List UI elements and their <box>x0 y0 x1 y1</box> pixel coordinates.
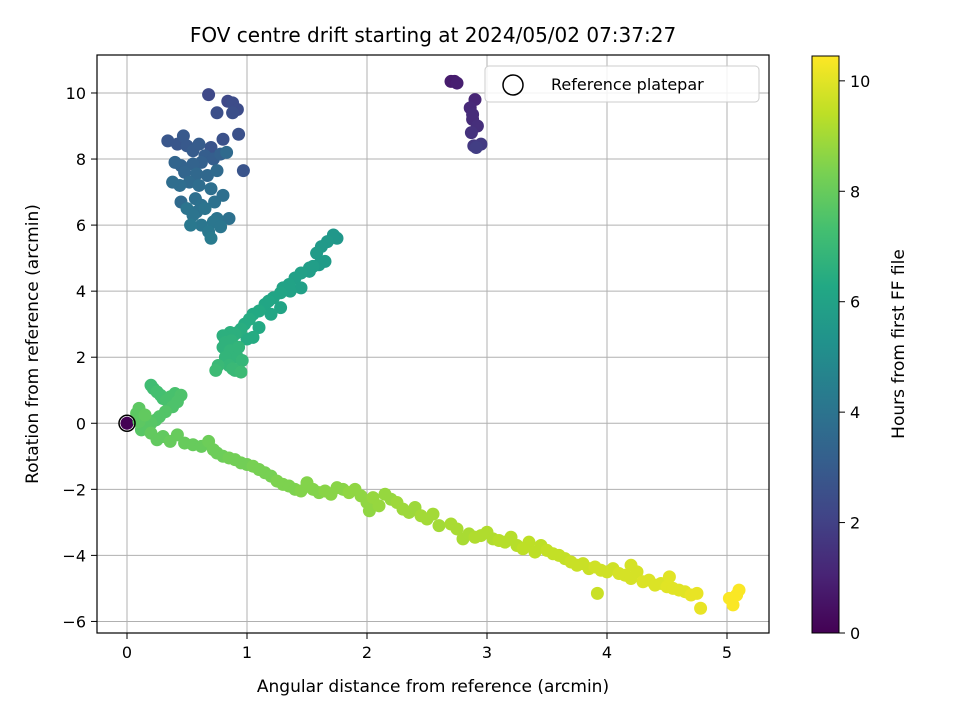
data-point <box>192 137 206 151</box>
data-point <box>209 363 223 377</box>
data-point <box>178 165 192 179</box>
x-tick-label: 2 <box>362 643 372 662</box>
colorbar-label: Hours from first FF file <box>889 249 909 439</box>
y-tick-label: 0 <box>76 414 86 433</box>
data-point <box>662 570 676 584</box>
data-points <box>120 74 746 615</box>
data-point <box>186 208 200 222</box>
reference-platepar-marker <box>118 414 136 433</box>
colorbar-tick-label: 4 <box>850 403 860 422</box>
legend-box <box>484 65 760 103</box>
data-point <box>220 145 234 159</box>
data-point <box>252 320 266 334</box>
data-point <box>204 231 218 245</box>
y-axis-ticks: −6 −4 −2 0 2 4 6 8 10 <box>62 84 97 631</box>
data-point <box>184 218 198 232</box>
data-point <box>690 586 704 600</box>
x-tick-label: 3 <box>482 643 492 662</box>
colorbar-tick-label: 8 <box>850 182 860 201</box>
colorbar: 0 2 4 6 8 10 Hours from first FF file <box>811 55 909 643</box>
x-tick-label: 0 <box>122 643 132 662</box>
data-point <box>732 583 746 597</box>
data-point <box>214 220 228 234</box>
y-tick-label: 8 <box>76 150 86 169</box>
x-tick-label: 4 <box>602 643 612 662</box>
data-point <box>202 88 216 102</box>
data-point <box>210 164 224 178</box>
colorbar-tick-label: 6 <box>850 293 860 312</box>
data-point <box>166 175 180 189</box>
data-point <box>192 178 206 192</box>
data-point <box>186 157 200 171</box>
grid-lines <box>97 55 769 633</box>
data-point <box>234 365 248 379</box>
colorbar-tick-label: 2 <box>850 514 860 533</box>
plot-frame <box>96 54 770 634</box>
legend-open-circle-icon <box>502 74 524 96</box>
y-tick-label: 2 <box>76 348 86 367</box>
x-axis-label: Angular distance from reference (arcmin) <box>257 677 609 697</box>
colorbar-tick-label: 0 <box>850 624 860 643</box>
y-tick-label: 4 <box>76 282 86 301</box>
data-point <box>294 281 308 295</box>
data-point <box>216 132 230 146</box>
legend-label: Reference platepar <box>551 75 704 94</box>
y-tick-label: −2 <box>62 480 86 499</box>
data-point <box>264 307 278 321</box>
data-point <box>208 195 222 209</box>
colorbar-ticks: 0 2 4 6 8 10 <box>839 72 870 643</box>
y-axis-label: Rotation from reference (arcmin) <box>23 204 43 484</box>
data-point <box>168 155 182 169</box>
data-point <box>450 522 464 536</box>
data-point <box>624 558 638 572</box>
data-point <box>426 507 440 521</box>
data-point <box>274 301 288 315</box>
y-tick-label: −4 <box>62 546 86 565</box>
data-point <box>310 246 324 260</box>
data-point <box>432 519 446 533</box>
data-point <box>372 499 386 513</box>
data-point <box>226 106 240 120</box>
data-point <box>283 284 297 298</box>
data-point <box>176 129 190 143</box>
data-point <box>204 182 218 196</box>
data-point <box>120 416 134 430</box>
data-point <box>590 586 604 600</box>
chart-title: FOV centre drift starting at 2024/05/02 … <box>190 23 676 47</box>
data-point <box>726 598 740 612</box>
data-point <box>464 126 478 140</box>
x-tick-label: 5 <box>722 643 732 662</box>
x-tick-label: 1 <box>242 643 252 662</box>
data-point <box>694 601 708 615</box>
data-point <box>240 332 254 346</box>
data-point <box>362 504 376 518</box>
data-point <box>450 76 464 90</box>
data-point <box>469 140 483 154</box>
data-point <box>138 408 152 422</box>
y-tick-label: 6 <box>76 216 86 235</box>
x-axis-ticks: 0 1 2 3 4 5 <box>122 633 732 662</box>
data-point <box>210 106 224 120</box>
colorbar-gradient <box>811 55 840 634</box>
data-point <box>222 211 236 225</box>
data-point <box>200 169 214 183</box>
data-point <box>522 535 536 549</box>
data-point <box>198 202 212 216</box>
legend: Reference platepar <box>484 65 760 103</box>
data-point <box>232 127 246 141</box>
y-tick-label: 10 <box>66 84 86 103</box>
data-point <box>232 340 246 354</box>
data-point <box>235 354 249 368</box>
colorbar-tick-label: 10 <box>850 72 870 91</box>
data-point <box>236 164 250 178</box>
y-tick-label: −6 <box>62 612 86 631</box>
